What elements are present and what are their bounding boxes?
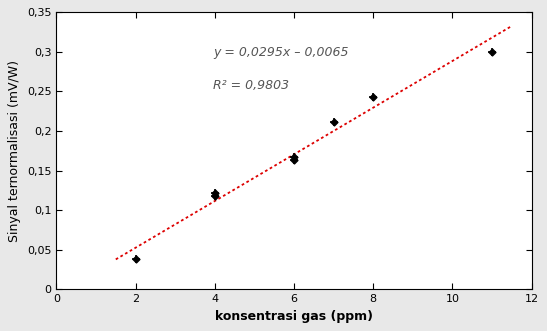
Point [131,257,140,262]
Point [369,94,377,100]
Text: y = 0,0295x – 0,0065: y = 0,0295x – 0,0065 [213,46,348,59]
Point [487,49,496,55]
Text: R² = 0,9803: R² = 0,9803 [213,79,289,92]
X-axis label: konsentrasi gas (ppm): konsentrasi gas (ppm) [215,310,373,323]
Point [211,193,219,199]
Point [329,119,338,124]
Point [211,190,219,195]
Point [289,155,298,160]
Y-axis label: Sinyal ternormalisasi (mV/W): Sinyal ternormalisasi (mV/W) [8,60,21,242]
Point [289,158,298,163]
